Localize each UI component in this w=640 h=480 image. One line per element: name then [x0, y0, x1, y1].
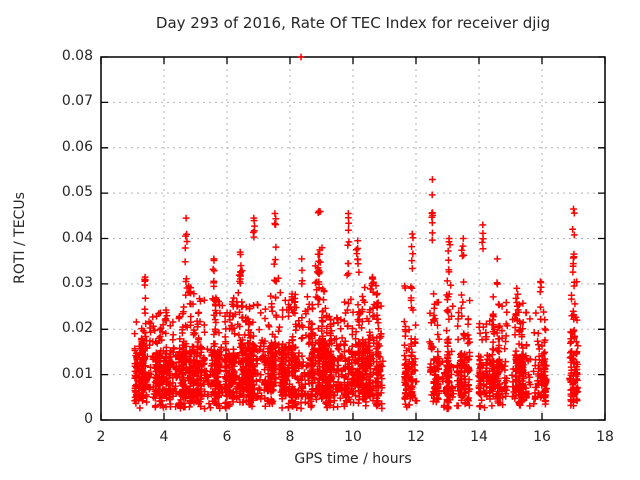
chart-title: Day 293 of 2016, Rate Of TEC Index for r…	[155, 14, 551, 32]
y-tick-label: 0.05	[61, 184, 93, 201]
x-tick-label: 12	[407, 429, 425, 445]
plot-border	[100, 56, 606, 421]
x-tick-label: 8	[285, 429, 295, 445]
x-axis-label: GPS time / hours	[294, 451, 412, 467]
y-tick-label: 0	[84, 411, 93, 427]
x-tick-label: 14	[470, 429, 488, 445]
x-tick-label: 18	[596, 429, 614, 445]
x-tick-label: 10	[344, 429, 362, 445]
y-tick-label: 0.07	[61, 93, 93, 110]
x-tick-label: 16	[533, 429, 551, 445]
scatter-points	[131, 53, 582, 413]
x-tick-label: 4	[159, 429, 169, 445]
y-tick-label: 0.06	[61, 138, 93, 155]
y-tick-label: 0.01	[61, 365, 93, 382]
y-tick-label: 0.02	[61, 320, 93, 337]
y-tick-label: 0.03	[61, 274, 93, 291]
x-tick-label: 2	[96, 429, 106, 445]
y-tick-label: 0.04	[61, 229, 93, 246]
y-tick-label: 0.08	[61, 48, 93, 64]
x-tick-label: 6	[222, 429, 232, 445]
